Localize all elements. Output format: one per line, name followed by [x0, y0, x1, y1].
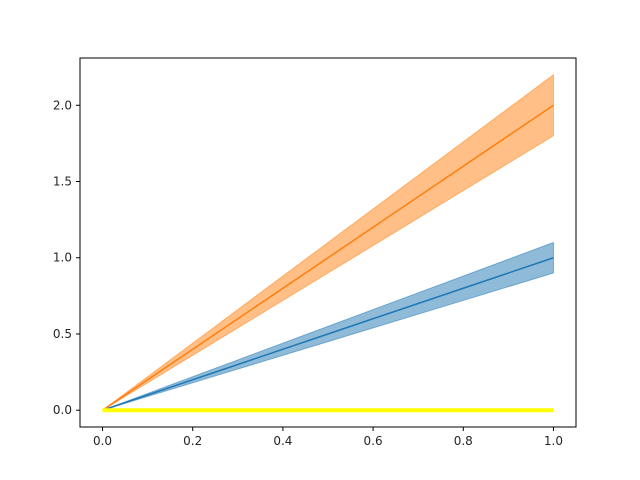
series-lines: [102, 104, 554, 413]
y-tick-label: 0.0: [53, 403, 72, 417]
series-1-line: [102, 257, 554, 411]
y-tick-label: 2.0: [53, 98, 72, 112]
x-tick-label: 0.8: [454, 434, 473, 448]
series-2-line: [102, 104, 554, 411]
y-tick-label: 1.5: [53, 175, 72, 189]
y-axis: 0.0 0.5 1.0 1.5 2.0: [53, 98, 80, 417]
x-tick-label: 0.4: [273, 434, 292, 448]
y-tick-label: 1.0: [53, 251, 72, 265]
confidence-bands: [102, 73, 554, 411]
axes-frame: [79, 57, 577, 428]
y-tick-label: 0.5: [53, 327, 72, 341]
x-axis: 0.0 0.2 0.4 0.6 0.8 1.0: [93, 427, 563, 448]
x-tick-label: 0.6: [364, 434, 383, 448]
x-tick-label: 0.2: [183, 434, 202, 448]
x-tick-label: 0.0: [93, 434, 112, 448]
series-2-band: [102, 73, 554, 411]
x-tick-label: 1.0: [544, 434, 563, 448]
